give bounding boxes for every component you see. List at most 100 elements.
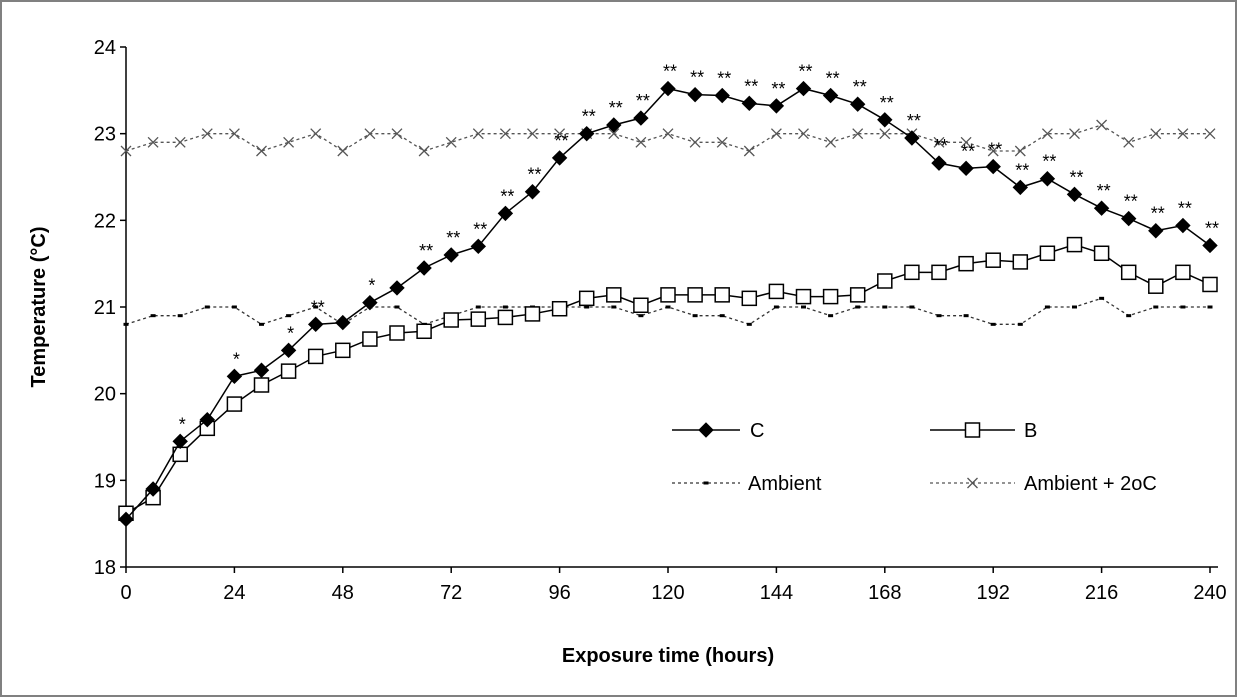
point-c xyxy=(335,314,351,331)
point-ambient xyxy=(1099,296,1105,300)
significance-label: ** xyxy=(311,297,325,317)
point-ambient xyxy=(828,314,834,318)
x-axis-title: Exposure time (hours) xyxy=(562,645,774,667)
x-tick-label: 144 xyxy=(760,582,793,604)
point-c xyxy=(795,80,812,97)
point-ambient-2oc xyxy=(147,136,159,148)
significance-label: ** xyxy=(717,69,731,89)
point-b xyxy=(551,300,568,317)
point-b xyxy=(741,290,758,307)
point-ambient-2oc xyxy=(852,128,864,140)
point-c xyxy=(524,184,541,200)
point-b xyxy=(443,312,459,328)
point-ambient xyxy=(801,305,806,309)
point-ambient xyxy=(394,305,400,309)
point-c xyxy=(714,87,730,104)
series-line-ambient xyxy=(125,297,1210,326)
point-ambient xyxy=(611,305,617,309)
point-b xyxy=(280,363,297,379)
point-ambient xyxy=(123,322,129,326)
y-tick-label: 23 xyxy=(94,124,116,146)
point-ambient-2oc xyxy=(608,128,620,140)
point-c xyxy=(768,98,785,114)
point-b xyxy=(795,288,812,305)
x-tick-label: 48 xyxy=(332,582,354,604)
point-c xyxy=(1175,217,1191,234)
significance-label: ** xyxy=(961,141,975,161)
point-ambient-2oc xyxy=(527,128,538,140)
point-c xyxy=(226,368,243,385)
point-ambient-2oc xyxy=(689,136,701,148)
point-c xyxy=(822,87,839,104)
significance-label: ** xyxy=(1124,192,1138,212)
point-b xyxy=(253,377,270,393)
x-tick-label: 24 xyxy=(223,582,245,604)
point-ambient xyxy=(1044,305,1050,309)
point-b xyxy=(1120,264,1137,281)
significance-label: ** xyxy=(798,62,812,82)
point-c xyxy=(633,110,649,126)
point-ambient xyxy=(584,305,590,309)
point-c xyxy=(985,158,1001,175)
point-c xyxy=(307,316,324,333)
point-ambient xyxy=(177,314,183,318)
x-tick-label: 0 xyxy=(120,582,131,604)
point-c xyxy=(1093,200,1110,216)
point-b xyxy=(958,255,974,272)
point-c xyxy=(1202,237,1218,254)
point-ambient xyxy=(1207,305,1213,309)
y-tick-label: 21 xyxy=(94,297,116,319)
significance-label: ** xyxy=(473,219,487,239)
point-b xyxy=(822,288,839,305)
point-ambient xyxy=(1126,314,1132,318)
point-b xyxy=(362,331,378,347)
x-tick-label: 72 xyxy=(440,582,462,604)
significance-label: ** xyxy=(663,62,677,82)
point-ambient-2oc xyxy=(1096,119,1108,131)
point-b xyxy=(931,264,947,281)
point-ambient xyxy=(773,305,779,309)
point-ambient-2oc xyxy=(201,128,213,140)
point-b xyxy=(1148,278,1164,294)
point-ambient xyxy=(990,322,996,326)
point-ambient xyxy=(1180,305,1186,309)
point-b xyxy=(578,290,595,307)
y-tick-label: 18 xyxy=(94,557,116,579)
point-ambient xyxy=(963,314,969,318)
point-ambient xyxy=(855,305,861,309)
point-b xyxy=(335,342,351,359)
y-tick-label: 24 xyxy=(94,37,116,59)
point-ambient-2oc xyxy=(120,145,132,157)
point-c xyxy=(172,433,188,450)
point-ambient-2oc xyxy=(472,128,484,140)
point-ambient-2oc xyxy=(798,128,809,140)
point-ambient xyxy=(1072,305,1077,309)
point-ambient-2oc xyxy=(1041,128,1053,140)
significance-label: ** xyxy=(1097,181,1111,201)
point-c xyxy=(1066,186,1083,203)
point-b xyxy=(470,311,487,327)
point-ambient-2oc xyxy=(283,136,295,148)
legend-marker-ambient-2oc xyxy=(967,477,978,489)
point-ambient xyxy=(1153,305,1159,309)
point-ambient-2oc xyxy=(1069,128,1080,140)
point-c xyxy=(470,238,487,255)
point-ambient-2oc xyxy=(364,128,376,140)
point-ambient xyxy=(665,305,671,309)
point-c xyxy=(578,125,595,142)
point-c xyxy=(741,95,758,112)
significance-label: * xyxy=(233,349,240,369)
point-ambient xyxy=(936,314,942,318)
point-c xyxy=(606,117,622,133)
point-c xyxy=(416,260,432,276)
point-c xyxy=(904,130,920,146)
point-c xyxy=(1012,179,1029,196)
significance-label: ** xyxy=(934,136,948,156)
point-ambient-2oc xyxy=(662,128,674,140)
point-c xyxy=(849,96,866,112)
point-c xyxy=(877,112,893,128)
significance-label: ** xyxy=(419,241,433,261)
point-b xyxy=(1012,254,1029,270)
x-tick-label: 120 xyxy=(651,582,684,604)
